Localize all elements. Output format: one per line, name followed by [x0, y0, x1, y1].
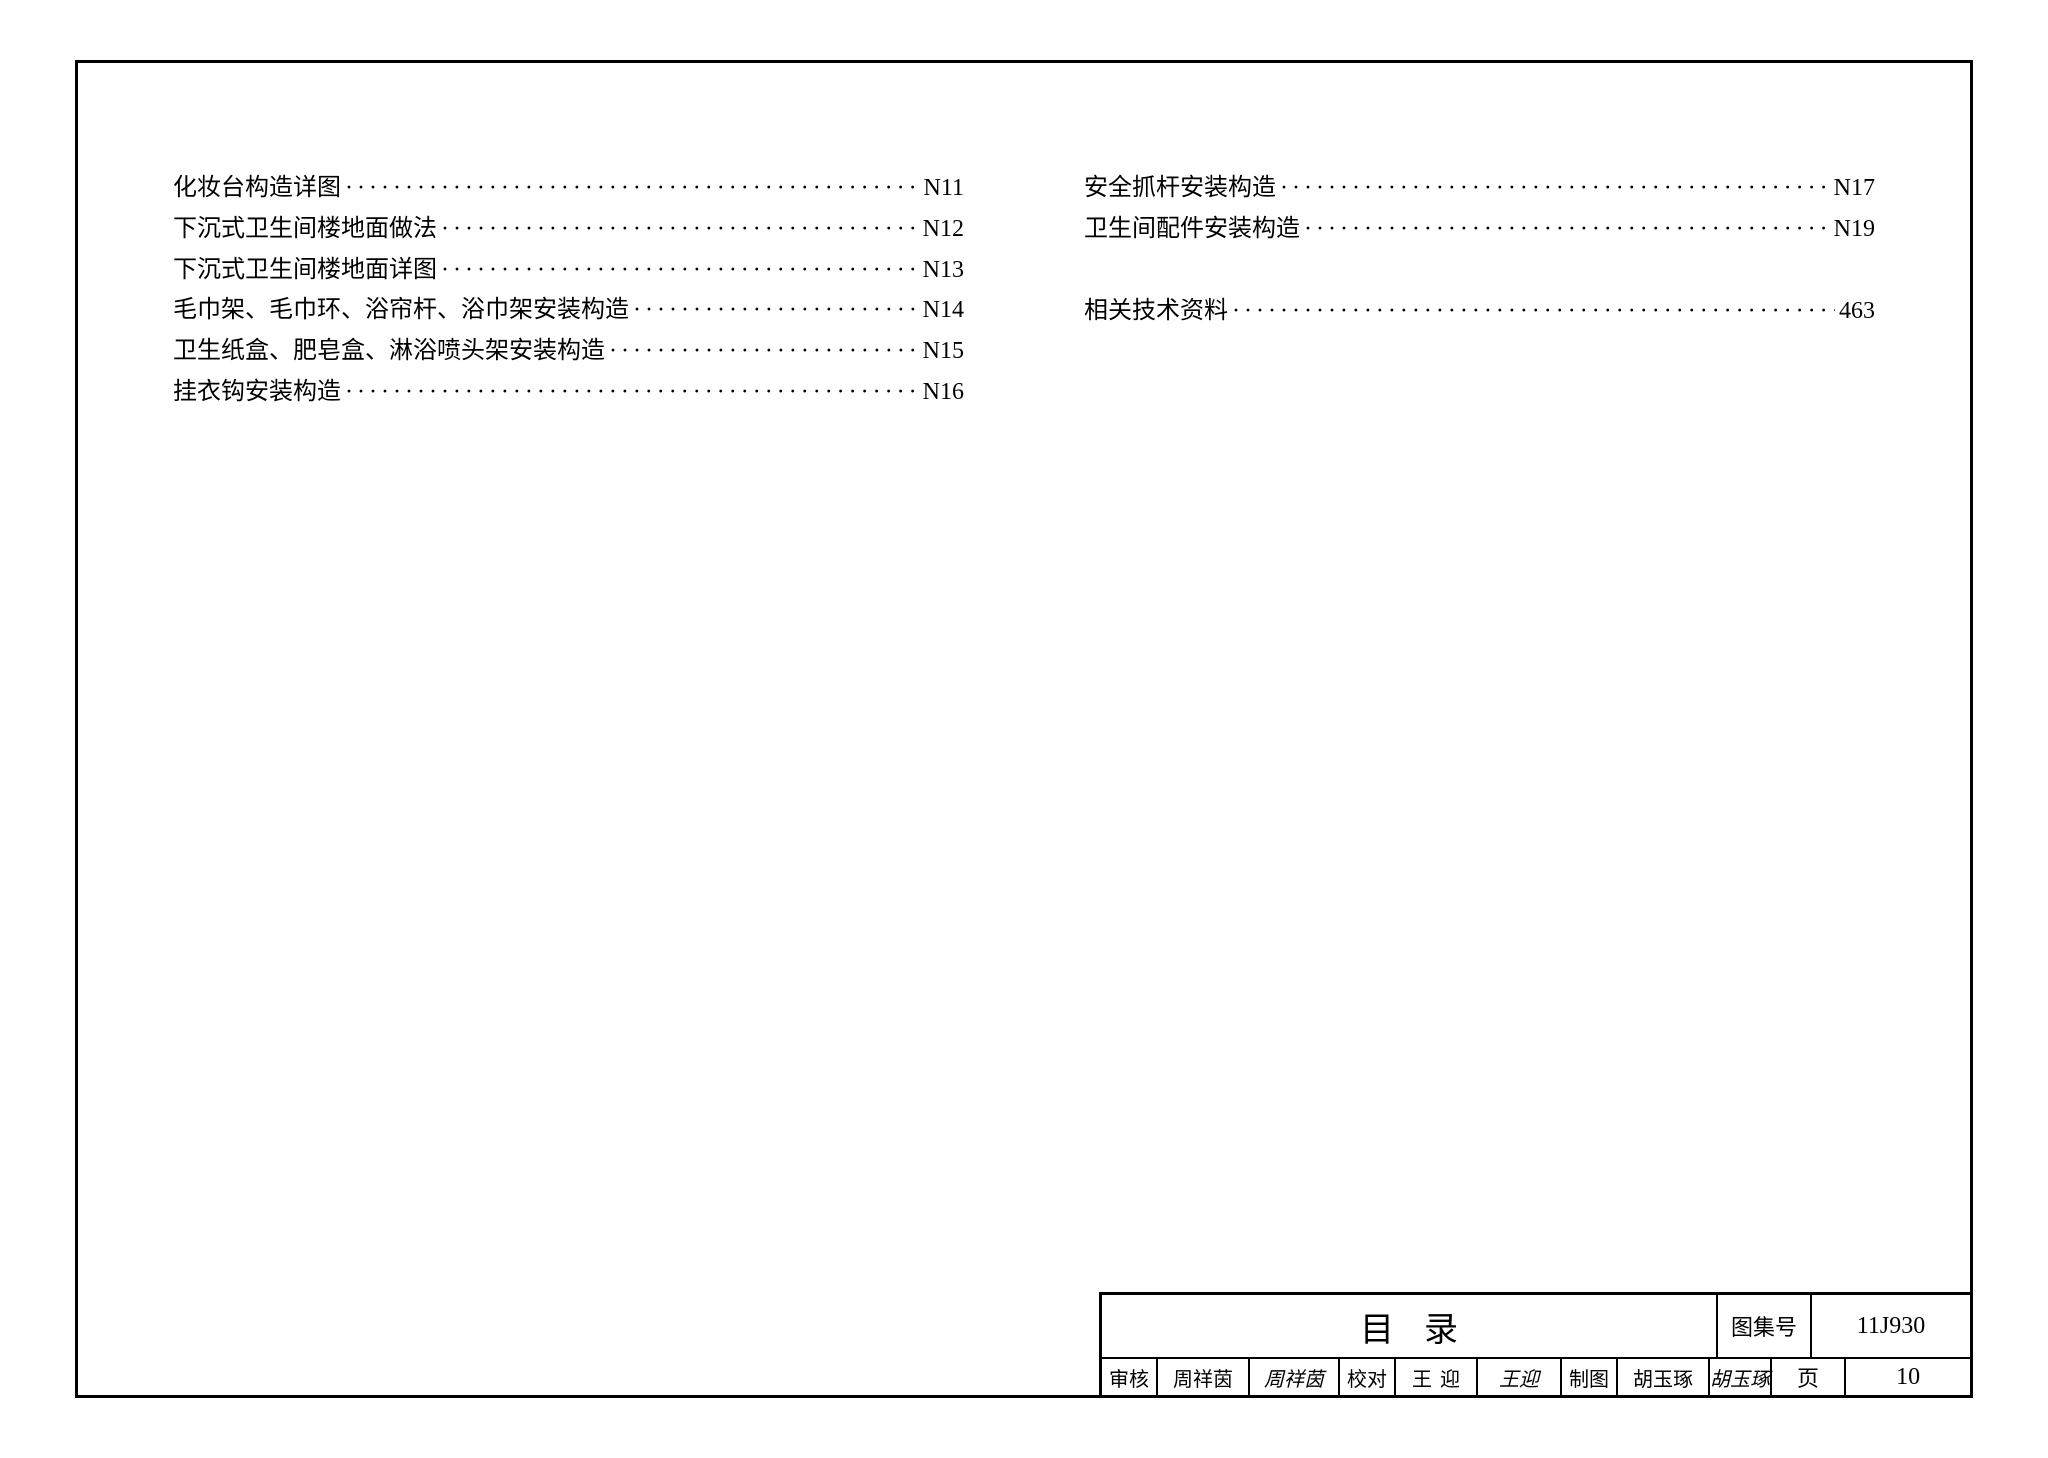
title-block-row2: 审核 周祥茵 周祥茵 校对 王迎 王迎 制图 胡玉琢 胡玉琢 页 10 [1102, 1357, 1970, 1395]
review-label: 审核 [1102, 1359, 1158, 1395]
toc-label: 卫生间配件安装构造 [1084, 209, 1300, 250]
toc-page: N11 [924, 168, 964, 209]
toc-label: 毛巾架、毛巾环、浴帘杆、浴巾架安装构造 [173, 290, 629, 331]
toc-page: 463 [1839, 291, 1875, 332]
page-label: 页 [1772, 1359, 1846, 1395]
toc-label: 下沉式卫生间楼地面详图 [173, 250, 437, 291]
toc-label: 下沉式卫生间楼地面做法 [173, 209, 437, 250]
check-signature: 王迎 [1478, 1359, 1562, 1395]
toc-entry: 毛巾架、毛巾环、浴帘杆、浴巾架安装构造 N14 [173, 290, 964, 331]
toc-entry: 安全抓杆安装构造 N17 [1084, 168, 1875, 209]
draw-signature: 胡玉琢 [1710, 1359, 1770, 1395]
drawing-frame: 化妆台构造详图 N11 下沉式卫生间楼地面做法 N12 下沉式卫生间楼地面详图 … [75, 60, 1973, 1398]
draw-name: 胡玉琢 [1618, 1359, 1710, 1395]
check-label: 校对 [1340, 1359, 1396, 1395]
toc-label: 相关技术资料 [1084, 291, 1228, 332]
title-block-signatures: 审核 周祥茵 周祥茵 校对 王迎 王迎 制图 胡玉琢 胡玉琢 [1102, 1359, 1772, 1395]
toc-right-column: 安全抓杆安装构造 N17 卫生间配件安装构造 N19 相关技术资料 463 [1084, 168, 1875, 413]
toc-left-column: 化妆台构造详图 N11 下沉式卫生间楼地面做法 N12 下沉式卫生间楼地面详图 … [173, 168, 964, 413]
toc-label: 挂衣钩安装构造 [173, 372, 341, 413]
toc-leader [345, 168, 920, 209]
toc-leader [633, 290, 919, 331]
atlas-label: 图集号 [1718, 1295, 1812, 1357]
toc-leader [441, 209, 919, 250]
draw-label: 制图 [1562, 1359, 1618, 1395]
toc-leader [1232, 291, 1835, 332]
toc-label: 卫生纸盒、肥皂盒、淋浴喷头架安装构造 [173, 331, 605, 372]
toc-page: N19 [1834, 209, 1875, 250]
toc-leader [345, 372, 919, 413]
title-block-row1: 目录 图集号 11J930 [1102, 1295, 1970, 1357]
toc-page: N17 [1834, 168, 1875, 209]
atlas-value: 11J930 [1812, 1295, 1970, 1357]
review-name: 周祥茵 [1158, 1359, 1250, 1395]
toc-leader [609, 331, 919, 372]
toc-label: 化妆台构造详图 [173, 168, 341, 209]
page-value: 10 [1846, 1359, 1970, 1395]
toc-entry: 卫生间配件安装构造 N19 [1084, 209, 1875, 250]
toc-label: 安全抓杆安装构造 [1084, 168, 1276, 209]
toc-leader [1304, 209, 1830, 250]
toc-leader [1280, 168, 1830, 209]
title-block: 目录 图集号 11J930 审核 周祥茵 周祥茵 校对 王迎 王迎 制图 胡玉琢… [1099, 1292, 1973, 1398]
toc-entry: 下沉式卫生间楼地面详图 N13 [173, 250, 964, 291]
toc-entry: 挂衣钩安装构造 N16 [173, 372, 964, 413]
toc-columns: 化妆台构造详图 N11 下沉式卫生间楼地面做法 N12 下沉式卫生间楼地面详图 … [173, 168, 1875, 413]
toc-page: N13 [923, 250, 964, 291]
review-signature: 周祥茵 [1250, 1359, 1340, 1395]
toc-entry: 卫生纸盒、肥皂盒、淋浴喷头架安装构造 N15 [173, 331, 964, 372]
toc-page: N14 [923, 290, 964, 331]
toc-page: N16 [923, 372, 964, 413]
sheet-title: 目录 [1102, 1295, 1718, 1357]
toc-entry: 下沉式卫生间楼地面做法 N12 [173, 209, 964, 250]
toc-page: N12 [923, 209, 964, 250]
toc-entry: 化妆台构造详图 N11 [173, 168, 964, 209]
check-name: 王迎 [1396, 1359, 1478, 1395]
toc-spacer [1084, 250, 1875, 291]
toc-page: N15 [923, 331, 964, 372]
toc-entry: 相关技术资料 463 [1084, 291, 1875, 332]
toc-leader [441, 250, 919, 291]
